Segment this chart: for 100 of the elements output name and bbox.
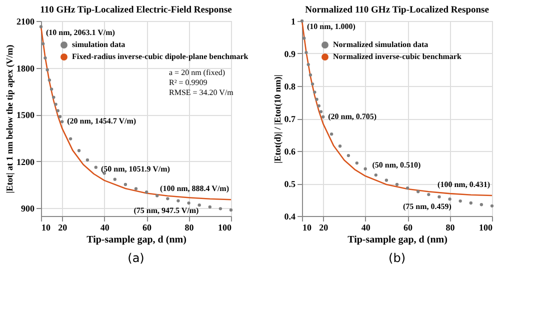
point xyxy=(187,201,190,205)
point xyxy=(406,186,410,190)
legend-label: Fixed-radius inverse-cubic dipole-plane benchmark xyxy=(72,52,249,61)
point xyxy=(156,194,159,198)
y-tick-label: 0.6 xyxy=(284,146,296,156)
y-tick-label: 1 xyxy=(291,16,296,26)
x-tick-label: 100 xyxy=(218,222,232,232)
x-tick-label: 20 xyxy=(58,222,68,232)
point xyxy=(46,68,49,72)
annotation: (50 nm, 0.510) xyxy=(372,160,421,170)
point xyxy=(480,203,484,206)
text: (b) xyxy=(388,251,406,265)
point xyxy=(68,137,72,140)
point xyxy=(124,182,128,186)
y-tick-label: 0.9 xyxy=(284,49,296,59)
point xyxy=(56,109,60,112)
point xyxy=(304,50,308,54)
point xyxy=(54,102,58,106)
annotation: (75 nm, 947.5 V/m) xyxy=(134,206,200,215)
point xyxy=(60,120,64,124)
point xyxy=(48,78,52,82)
point xyxy=(319,110,323,114)
x-axis-title: Tip-sample gap, d (nm) xyxy=(348,234,448,246)
annotation: (20 nm, 0.705) xyxy=(328,112,377,121)
point xyxy=(313,90,316,94)
point xyxy=(364,167,367,170)
point xyxy=(416,190,420,194)
point xyxy=(166,197,170,200)
annotation: RMSE = 34.20 V/m xyxy=(169,88,234,97)
point xyxy=(315,98,318,101)
point xyxy=(52,96,56,99)
annotation: (20 nm, 1454.7 V/m) xyxy=(67,116,136,126)
annotation: (100 nm, 0.431) xyxy=(438,180,490,189)
point xyxy=(77,149,81,152)
point xyxy=(44,56,47,60)
x-tick-label: 20 xyxy=(319,222,329,232)
point xyxy=(113,178,116,181)
point xyxy=(39,25,43,28)
y-axis-title: |Etot(d)| / |Etot(10 nm)| xyxy=(272,74,282,164)
y-tick-label: 1800 xyxy=(16,63,35,74)
point xyxy=(302,36,306,40)
legend-label: simulation data xyxy=(72,40,126,49)
y-tick-label: 0.5 xyxy=(284,179,296,189)
y-tick-label: 0.8 xyxy=(284,82,296,92)
y-tick-label: 1200 xyxy=(16,156,35,167)
point xyxy=(469,201,472,205)
point xyxy=(317,104,320,108)
y-tick-label: 2100 xyxy=(16,16,35,26)
point xyxy=(374,173,378,177)
point xyxy=(458,199,462,203)
y-tick-label: 0.7 xyxy=(284,114,296,124)
x-tick-label: 40 xyxy=(361,222,371,232)
annotation: R² = 0.9909 xyxy=(169,78,208,87)
x-tick-label: 80 xyxy=(184,222,194,232)
annotation: (75 nm, 0.459) xyxy=(402,202,452,211)
point xyxy=(448,198,452,201)
point xyxy=(310,82,314,86)
point xyxy=(42,42,45,46)
point xyxy=(300,19,304,23)
y-tick-label: 900 xyxy=(21,204,35,214)
point xyxy=(490,204,494,208)
x-axis-title: Tip-sample gap, d (nm) xyxy=(86,234,186,246)
y-tick-label: 1500 xyxy=(16,110,35,120)
point xyxy=(306,62,310,66)
point xyxy=(58,115,62,118)
point xyxy=(144,190,148,194)
point xyxy=(198,204,201,207)
y-tick-label: 0.4 xyxy=(284,212,296,222)
x-tick-label: 60 xyxy=(142,222,152,232)
x-tick-label: 10 xyxy=(42,222,51,232)
annotation: (10 nm, 1.000) xyxy=(307,22,356,31)
text: (a) xyxy=(128,251,144,265)
point xyxy=(438,195,441,198)
point xyxy=(176,199,180,202)
chart-title: Normalized 110 GHz Tip-Localized Response xyxy=(305,6,489,16)
annotation: a = 20 nm (fixed) xyxy=(169,68,226,77)
point xyxy=(229,208,233,212)
x-tick-label: 100 xyxy=(479,222,493,232)
y-axis-title: |Etot| at 1 nm below the tip apex (V/m) xyxy=(4,44,14,194)
legend-label: Normalized simulation data xyxy=(333,40,428,49)
point xyxy=(427,192,430,196)
point xyxy=(308,73,312,77)
point xyxy=(50,88,54,91)
point xyxy=(346,154,350,158)
line-series xyxy=(301,20,493,196)
point xyxy=(94,166,98,169)
annotation: (10 nm, 2063.1 V/m) xyxy=(46,28,116,37)
x-tick-label: 40 xyxy=(100,222,110,232)
chart-title: 110 GHz Tip-Localized Electric-Field Response xyxy=(40,6,232,16)
point xyxy=(86,158,90,162)
annotation: (50 nm, 1051.9 V/m) xyxy=(100,164,170,174)
x-tick-label: 80 xyxy=(446,222,456,232)
point xyxy=(330,132,334,136)
point xyxy=(355,161,358,165)
x-tick-label: 10 xyxy=(302,222,312,232)
annotation: (100 nm, 888.4 V/m) xyxy=(160,184,230,194)
point xyxy=(384,178,388,182)
legend-label: Normalized inverse-cubic benchmark xyxy=(333,52,462,61)
x-tick-label: 60 xyxy=(404,222,414,232)
point xyxy=(134,187,138,190)
